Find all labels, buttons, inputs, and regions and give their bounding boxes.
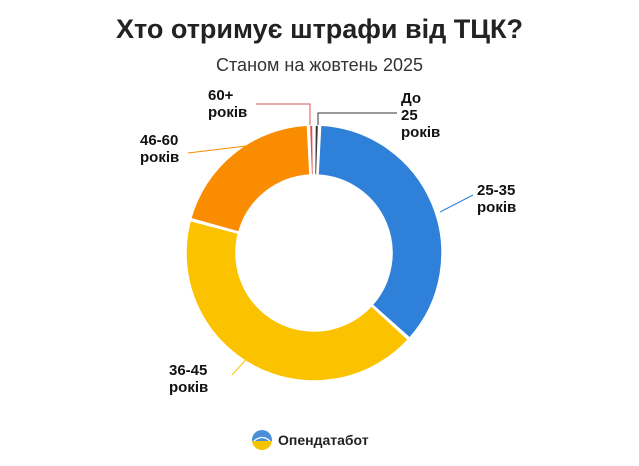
slice-label-3: 46-60 років (140, 132, 179, 166)
slice-label-0: До 25 років (401, 90, 440, 141)
chart-title: Хто отримує штрафи від ТЦК? (116, 14, 523, 44)
donut-slice-4 (308, 124, 315, 176)
leader-line-3 (187, 145, 247, 154)
opendatabot-logo-icon (252, 430, 272, 450)
slice-label-1: 25-35 років (477, 182, 516, 216)
donut-slice-3 (189, 124, 311, 233)
donut-slice-2 (185, 219, 410, 382)
slice-label-2: 36-45 років (169, 362, 208, 396)
leader-line-1 (439, 194, 474, 213)
brand-name: Опендатабот (278, 432, 369, 448)
leader-line-2 (231, 351, 254, 376)
slice-label-4: 60+ років (208, 87, 247, 121)
chart-subtitle: Станом на жовтень 2025 (216, 55, 423, 75)
donut-slice-1 (317, 124, 443, 340)
leader-line-0 (317, 112, 397, 125)
donut-slice-0 (313, 124, 320, 176)
brand: Опендатабот (252, 430, 369, 450)
leader-line-4 (256, 103, 311, 125)
